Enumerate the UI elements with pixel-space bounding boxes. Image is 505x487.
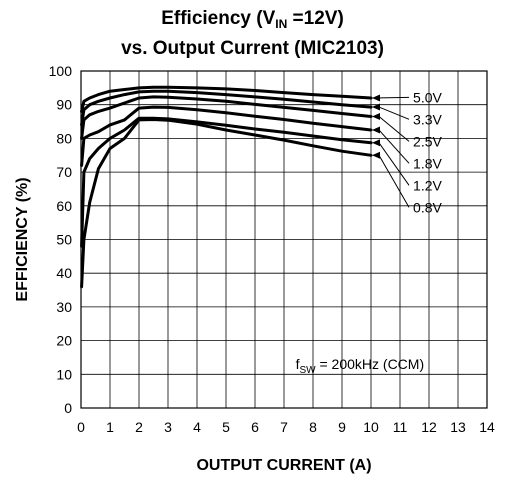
x-tick-label: 5	[222, 419, 230, 435]
x-tick-label: 2	[135, 419, 143, 435]
x-tick-label: 6	[251, 419, 259, 435]
x-tick-label: 0	[77, 419, 85, 435]
legend-label: 2.5V	[413, 133, 442, 149]
y-tick-label: 0	[64, 400, 72, 416]
x-tick-label: 11	[393, 419, 408, 435]
legend: 5.0V 3.3V 2.5V 1.8V 1.2V 0.8V	[372, 89, 443, 215]
legend-label: 0.8V	[413, 199, 442, 215]
legend-arrowhead	[372, 151, 380, 159]
series-line	[80, 105, 373, 167]
y-tick-label: 10	[56, 366, 72, 382]
legend-arrowhead	[372, 126, 380, 134]
x-tick-label: 12	[421, 419, 437, 435]
y-tick-label: 40	[56, 265, 72, 281]
legend-label: 1.8V	[413, 155, 442, 171]
y-tick-label: 80	[56, 130, 72, 146]
y-tick-label: 70	[56, 164, 72, 180]
series-line	[80, 85, 373, 113]
legend-leader	[378, 116, 410, 142]
chart-title-line1: Efficiency (VIN =12V)	[161, 8, 344, 31]
x-tick-label: 10	[363, 419, 379, 435]
x-tick-label: 8	[309, 419, 317, 435]
legend-label: 1.2V	[413, 177, 442, 193]
series-line	[80, 95, 373, 140]
fsw-annotation: fSW = 200kHz (CCM)	[296, 356, 425, 376]
legend-leader	[378, 129, 410, 164]
x-axis-label: OUTPUT CURRENT (A)	[196, 457, 371, 474]
y-tick-label: 50	[56, 232, 72, 248]
legend-leader	[378, 96, 410, 99]
legend-label: 3.3V	[413, 111, 442, 127]
y-tick-label: 30	[56, 299, 72, 315]
legend-arrowhead	[372, 103, 380, 111]
y-axis-label: EFFICIENCY (%)	[14, 177, 31, 301]
plot-frame	[80, 70, 488, 409]
legend-leader	[378, 155, 410, 208]
x-tick-label: 1	[106, 419, 114, 435]
series-line	[80, 118, 373, 289]
series-lines	[80, 85, 373, 289]
legend-leader	[378, 142, 410, 186]
legend-arrowhead	[372, 94, 380, 102]
y-tick-label: 20	[56, 333, 72, 349]
y-tick-label: 100	[49, 63, 73, 79]
grid	[80, 70, 488, 409]
x-tick-label: 14	[479, 419, 495, 435]
series-line	[80, 89, 373, 127]
y-tick-label: 90	[56, 97, 72, 113]
x-tick-label: 7	[280, 419, 288, 435]
x-tick-label: 4	[193, 419, 201, 435]
x-tick-label: 9	[338, 419, 346, 435]
legend-arrowhead	[372, 139, 380, 147]
x-tick-labels: 0 1 2 3 4 5 6 7 8 9 10 11 12 13 14	[77, 419, 495, 435]
chart-title-line2: vs. Output Current (MIC2103)	[121, 38, 384, 59]
x-tick-label: 3	[164, 419, 172, 435]
y-tick-labels: 0 10 20 30 40 50 60 70 80 90 100	[49, 63, 73, 416]
x-tick-label: 13	[450, 419, 466, 435]
legend-label: 5.0V	[413, 89, 442, 105]
legend-arrowhead	[372, 112, 380, 120]
y-tick-label: 60	[56, 198, 72, 214]
legend-leader	[378, 106, 410, 120]
